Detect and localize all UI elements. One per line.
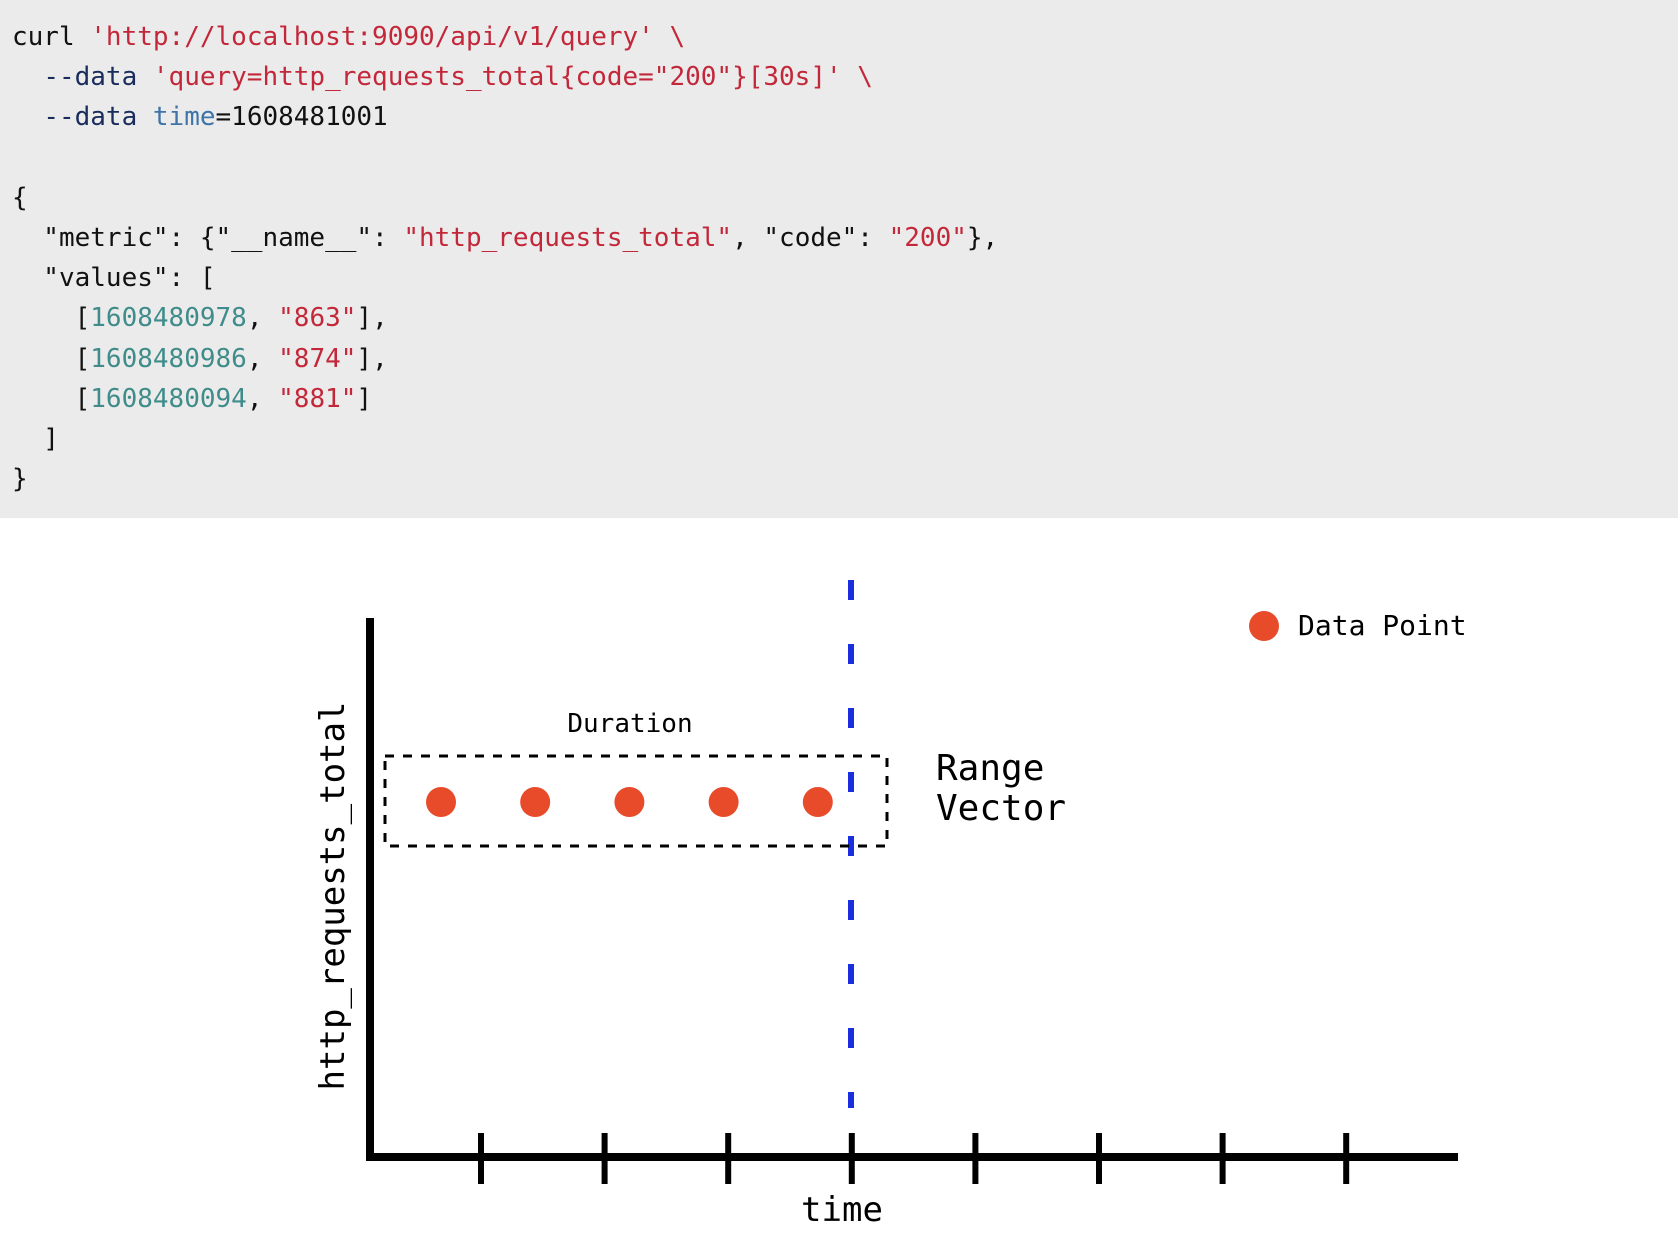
duration-label: Duration — [567, 709, 692, 739]
code-token: "200" — [888, 223, 967, 254]
code-line: { — [12, 183, 28, 213]
code-token — [137, 62, 153, 92]
code-token: "863" — [278, 303, 357, 334]
data-point — [708, 787, 739, 817]
data-point — [614, 787, 645, 817]
code-line: "values": [ — [12, 263, 216, 294]
code-block: curl 'http://localhost:9090/api/v1/query… — [0, 0, 1678, 518]
code-token: ] — [12, 424, 59, 455]
code-token: , — [246, 383, 279, 414]
y-axis-label: http_requests_total — [313, 702, 353, 1091]
legend-label: Data Point — [1298, 609, 1467, 642]
code-token: 1608480978 — [90, 303, 247, 334]
code-token: \ — [841, 62, 873, 93]
code-token: "values": [ — [12, 263, 216, 294]
code-token: --data — [43, 62, 138, 93]
code-token: ], — [356, 303, 388, 334]
code-line: [1608480094, "881"] — [12, 384, 372, 414]
x-axis-label: time — [801, 1190, 883, 1230]
code-line: } — [12, 464, 28, 494]
code-token: "metric": {"__name__": — [12, 223, 404, 254]
code-text: curl 'http://localhost:9090/api/v1/query… — [12, 17, 998, 499]
code-token: curl — [12, 22, 91, 52]
code-token: }, — [966, 223, 999, 254]
code-token: "881" — [278, 383, 357, 414]
range-vector-diagram: Duration Range Vector http_requests_tota… — [313, 580, 1467, 1230]
code-token — [137, 102, 153, 132]
data-point — [802, 787, 833, 817]
code-line: ] — [12, 424, 59, 454]
x-axis-ticks — [478, 1133, 1350, 1184]
code-token: , — [246, 303, 279, 334]
range-vector-box — [383, 754, 889, 848]
code-token: =1608481001 — [215, 102, 388, 133]
code-line: --data 'query=http_requests_total{code="… — [12, 62, 873, 92]
code-token: 'query=http_requests_total{code="200"}[3… — [152, 62, 842, 93]
code-token: 'http://localhost:9090/api/v1/query' — [90, 22, 654, 52]
code-token: [ — [12, 383, 91, 414]
code-line: [1608480986, "874"], — [12, 344, 388, 374]
code-line: curl 'http://localhost:9090/api/v1/query… — [12, 22, 685, 52]
code-token: "http_requests_total" — [403, 223, 733, 254]
code-token: "874" — [278, 343, 357, 374]
code-token — [12, 102, 43, 132]
code-line: [1608480978, "863"], — [12, 303, 388, 333]
data-point — [520, 787, 551, 817]
code-token: \ — [653, 22, 686, 52]
code-token: } — [12, 464, 28, 495]
code-token: , — [246, 343, 279, 374]
data-point — [426, 787, 456, 817]
code-token: time — [152, 102, 216, 133]
code-token: { — [12, 182, 28, 213]
legend-point-icon — [1249, 611, 1279, 641]
code-line: --data time=1608481001 — [12, 102, 388, 133]
code-token: ], — [356, 343, 388, 374]
code-token: [ — [12, 303, 91, 334]
code-token: ] — [356, 383, 373, 414]
code-token: 1608480094 — [90, 383, 247, 414]
code-token: , "code": — [732, 223, 889, 254]
range-vector-label-line1: Range — [936, 748, 1044, 789]
code-token: 1608480986 — [90, 343, 247, 374]
code-token: [ — [12, 343, 91, 374]
code-token — [12, 62, 43, 92]
data-points — [426, 787, 833, 817]
code-token: --data — [43, 102, 138, 133]
code-line: "metric": {"__name__": "http_requests_to… — [12, 223, 998, 253]
range-vector-label-line2: Vector — [936, 788, 1066, 829]
